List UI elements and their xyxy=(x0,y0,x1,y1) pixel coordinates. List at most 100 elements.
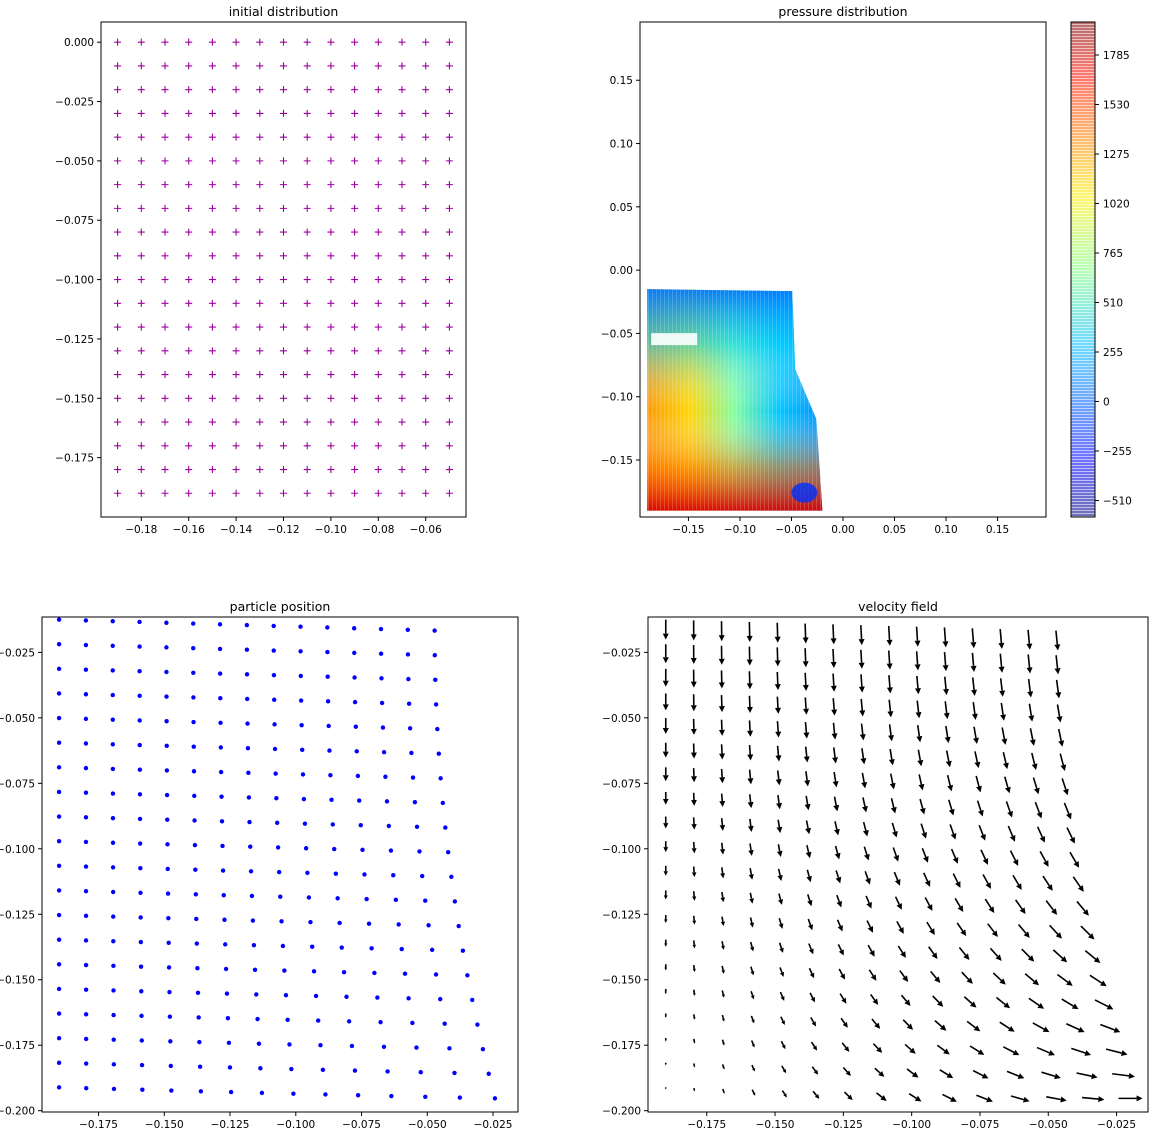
velocity-arrow-head xyxy=(692,992,696,996)
particle-point xyxy=(84,1085,89,1091)
initial-point xyxy=(185,157,193,165)
velocity-arrow-shaft xyxy=(721,1064,725,1068)
particle-point xyxy=(110,840,116,845)
pressure-ytick-label: 0.00 xyxy=(610,265,633,277)
particle-point xyxy=(323,1092,328,1097)
particle-point xyxy=(325,674,330,679)
velocity-arrow-head xyxy=(862,829,869,837)
particle-point xyxy=(166,915,171,921)
initial-point xyxy=(161,299,169,307)
initial-point xyxy=(137,109,145,117)
velocity-arrow xyxy=(1041,1071,1061,1080)
particle-point xyxy=(339,945,344,950)
velocity-arrow-head xyxy=(751,1019,755,1024)
initial-point xyxy=(114,62,122,70)
initial-point xyxy=(114,86,122,94)
velocity-arrow xyxy=(868,969,877,981)
velocity-arrow-shaft xyxy=(916,725,921,737)
initial-point xyxy=(327,133,335,141)
initial-point xyxy=(351,323,359,331)
velocity-axes: velocity field−0.175 −0.150 −0.125 −0.100 −0… xyxy=(602,599,1149,1131)
particle-point xyxy=(406,701,412,706)
velocity-arrow-head xyxy=(778,923,784,929)
particle-point xyxy=(412,799,418,805)
velocity-arrow-shaft xyxy=(1039,851,1047,862)
velocity-arrow-shaft xyxy=(944,701,948,714)
particle-point xyxy=(352,1068,358,1073)
velocity-arrow-head xyxy=(722,1091,725,1094)
particle-point xyxy=(302,821,308,826)
velocity-arrow-shaft xyxy=(894,896,900,905)
particle-point xyxy=(248,869,254,874)
velocity-arrow-head xyxy=(720,873,726,879)
initial-point xyxy=(374,466,382,474)
velocity-arrow-shaft xyxy=(751,1064,755,1069)
velocity-arrow xyxy=(891,822,898,838)
velocity-arrow xyxy=(748,868,754,880)
particle-point xyxy=(223,942,228,947)
velocity-arrow-shaft xyxy=(778,942,783,949)
velocity-arrow-shaft xyxy=(1059,753,1065,766)
initial-point xyxy=(398,442,406,450)
initial-point xyxy=(114,276,122,284)
particle-point xyxy=(274,796,279,801)
velocity-arrow xyxy=(839,993,847,1004)
velocity-arrow-head xyxy=(985,882,991,889)
particle-point xyxy=(164,620,169,625)
velocity-arrow xyxy=(662,668,669,687)
velocity-arrow-head xyxy=(718,658,725,665)
velocity-arrow-shaft xyxy=(936,1044,946,1052)
particle-point xyxy=(223,966,229,972)
velocity-arrow-shaft xyxy=(748,720,751,731)
velocity-arrow-head xyxy=(1106,1003,1114,1010)
velocity-arrow-shaft xyxy=(939,1069,949,1076)
initial-point xyxy=(280,442,287,450)
initial-point xyxy=(232,299,240,307)
particle-point xyxy=(83,618,89,623)
velocity-arrow-shaft xyxy=(867,944,873,952)
particle-point xyxy=(166,940,171,946)
velocity-arrow-head xyxy=(918,783,925,791)
particle-point xyxy=(417,849,422,854)
initial-point xyxy=(114,252,122,260)
velocity-arrow-shaft xyxy=(971,677,975,691)
velocity-arrow-head xyxy=(802,661,809,668)
velocity-arrow xyxy=(833,796,840,812)
velocity-arrow xyxy=(1009,850,1019,866)
velocity-arrow-shaft xyxy=(749,892,753,899)
velocity-arrow-head xyxy=(837,925,843,932)
velocity-arrow-head xyxy=(870,974,877,981)
initial-xtick-label: −0.08 xyxy=(362,524,394,536)
velocity-arrow xyxy=(664,1013,667,1018)
velocity-arrow xyxy=(807,894,813,907)
initial-point xyxy=(445,466,453,474)
velocity-arrow-shaft xyxy=(1045,900,1055,911)
velocity-arrow xyxy=(748,843,754,856)
velocity-arrow xyxy=(863,846,870,861)
velocity-arrow-shaft xyxy=(871,1018,878,1025)
velocity-arrow-shaft xyxy=(804,746,808,757)
initial-point xyxy=(256,442,264,450)
particle-point xyxy=(56,666,62,672)
initial-point xyxy=(137,181,145,189)
particle-point xyxy=(111,914,116,919)
initial-xtick-label: −0.10 xyxy=(315,524,347,536)
velocity-arrow-head xyxy=(1043,860,1049,867)
particle-point xyxy=(110,865,116,870)
initial-point xyxy=(232,347,240,355)
velocity-arrow-shaft xyxy=(808,943,812,950)
particle-point xyxy=(166,965,172,970)
velocity-arrow xyxy=(908,1092,922,1102)
initial-point xyxy=(256,181,264,189)
particle-point xyxy=(56,1035,62,1041)
velocity-arrow-head xyxy=(1042,1026,1050,1033)
velocity-arrow-shaft xyxy=(1007,825,1014,837)
initial-point xyxy=(232,252,240,260)
particle-point xyxy=(137,742,142,748)
velocity-arrow-shaft xyxy=(872,1043,879,1050)
particle-point xyxy=(196,1015,201,1020)
particle-point xyxy=(256,1041,262,1046)
velocity-arrow xyxy=(691,866,697,878)
velocity-arrow-shaft xyxy=(836,919,842,927)
velocity-arrow xyxy=(830,673,837,692)
